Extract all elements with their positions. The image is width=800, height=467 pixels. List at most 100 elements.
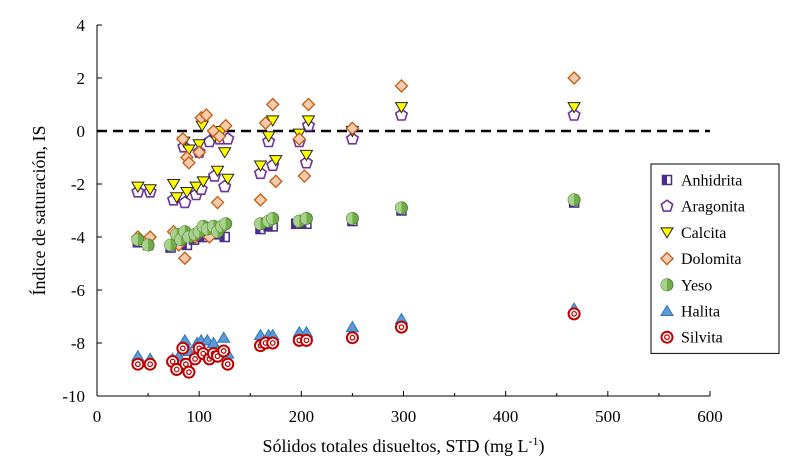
data-point-dolomita (218, 118, 233, 133)
marker-shape (394, 102, 409, 114)
marker-shape (180, 186, 194, 199)
marker-shape (177, 251, 192, 266)
marker-shape (394, 79, 409, 93)
marker-shape (192, 139, 207, 151)
y-tick-label: -4 (71, 228, 86, 247)
x-tick-label: 400 (493, 407, 519, 426)
data-point-silvita (266, 336, 280, 350)
data-point-yeso (567, 193, 581, 207)
x-tick-label: 200 (289, 407, 315, 426)
y-tick-label: 0 (77, 122, 86, 141)
marker-shape (345, 320, 360, 333)
data-point-yeso (131, 233, 145, 247)
x-tick-label: 300 (391, 407, 417, 426)
legend-label-aragonita: Aragonita (681, 199, 745, 216)
marker-shape (297, 169, 312, 183)
marker-inner (224, 361, 231, 368)
y-tick-label: -8 (71, 334, 85, 353)
data-point-yeso (253, 217, 267, 231)
marker-fill (254, 217, 261, 230)
y-tick-label: 4 (77, 16, 86, 35)
marker-fill (131, 233, 138, 246)
marker-shape (268, 174, 283, 189)
marker-fill (346, 212, 353, 225)
axes: -10 -8 -6 -4 -2 0 2 4 0 100 200 300 400 500 600 (62, 16, 722, 426)
marker-shape (182, 155, 196, 170)
data-point-calcita (166, 179, 181, 191)
marker-inner (134, 361, 141, 368)
marker-shape (253, 192, 268, 207)
data-point-dolomita (292, 132, 307, 146)
marker-shape (210, 165, 225, 178)
data-point-calcita (253, 160, 268, 172)
data-point-aragonita (394, 108, 409, 121)
data-point-halita (345, 320, 360, 333)
x-axis-title: Sólidos totales disueltos, STD (mg L-1) (262, 434, 544, 457)
data-point-dolomita (345, 121, 360, 136)
data-point-dolomita (253, 192, 268, 207)
y-axis-title: Índice de saturación, IS (28, 126, 49, 296)
data-point-dolomita (182, 155, 196, 170)
marker-shape (166, 179, 181, 191)
legend-marker-dolomita (660, 251, 674, 266)
x-axis-title-superscript: -1 (529, 434, 539, 448)
data-point-dolomita (268, 174, 283, 189)
legend-marker-yeso (660, 278, 674, 292)
data-point-calcita (169, 192, 184, 204)
marker-inner (186, 369, 192, 376)
x-tick-label: 500 (595, 407, 621, 426)
data-point-silvita (176, 341, 190, 355)
marker-shape (345, 121, 360, 136)
data-point-dolomita (265, 97, 280, 112)
marker-shape (258, 116, 273, 130)
data-point-yeso (266, 211, 280, 225)
marker-fill (220, 232, 225, 242)
marker-fill (568, 193, 575, 206)
marker-shape (175, 132, 190, 146)
marker-fill (164, 238, 171, 251)
data-point-aragonita (345, 131, 360, 145)
marker-shape (176, 341, 190, 355)
legend-label-dolomita: Dolomita (681, 251, 741, 268)
marker-shape (253, 160, 268, 172)
marker-shape (261, 131, 276, 143)
data-point-yeso (394, 201, 408, 215)
marker-shape (221, 357, 235, 371)
marker-shape (265, 97, 280, 112)
marker-inner (169, 358, 176, 365)
data-point-aragonita (299, 155, 314, 169)
marker-shape (299, 149, 314, 162)
marker-shape (567, 102, 582, 114)
data-point-calcita (394, 102, 409, 114)
data-point-calcita (182, 144, 196, 157)
marker-inner (269, 340, 276, 346)
marker-shape (220, 173, 235, 186)
marker-inner (220, 348, 227, 354)
data-point-yeso (299, 211, 313, 225)
data-point-calcita (217, 147, 232, 159)
y-tick-label: -10 (62, 387, 85, 406)
marker-inner (179, 345, 186, 352)
data-point-calcita (261, 131, 276, 143)
marker-shape (218, 118, 233, 133)
marker-shape (660, 199, 674, 212)
data-point-yeso (141, 238, 155, 252)
marker-shape (143, 184, 158, 196)
data-point-yeso (219, 217, 233, 231)
marker-shape (345, 331, 359, 345)
data-point-calcita (301, 115, 316, 127)
marker-shape (345, 131, 360, 145)
data-point-dolomita (175, 132, 190, 146)
marker-shape (567, 108, 581, 121)
marker-inner (398, 324, 405, 331)
x-tick-label: 600 (697, 407, 723, 426)
data-point-dolomita (258, 116, 273, 130)
marker-inner (664, 334, 670, 341)
marker-shape (301, 115, 316, 127)
legend-marker-anhidrita (661, 174, 673, 186)
marker-shape (660, 304, 674, 316)
x-tick-label: 100 (186, 407, 212, 426)
legend-marker-aragonita (660, 199, 674, 212)
data-points (130, 71, 582, 379)
y-tick-label: -6 (71, 281, 85, 300)
